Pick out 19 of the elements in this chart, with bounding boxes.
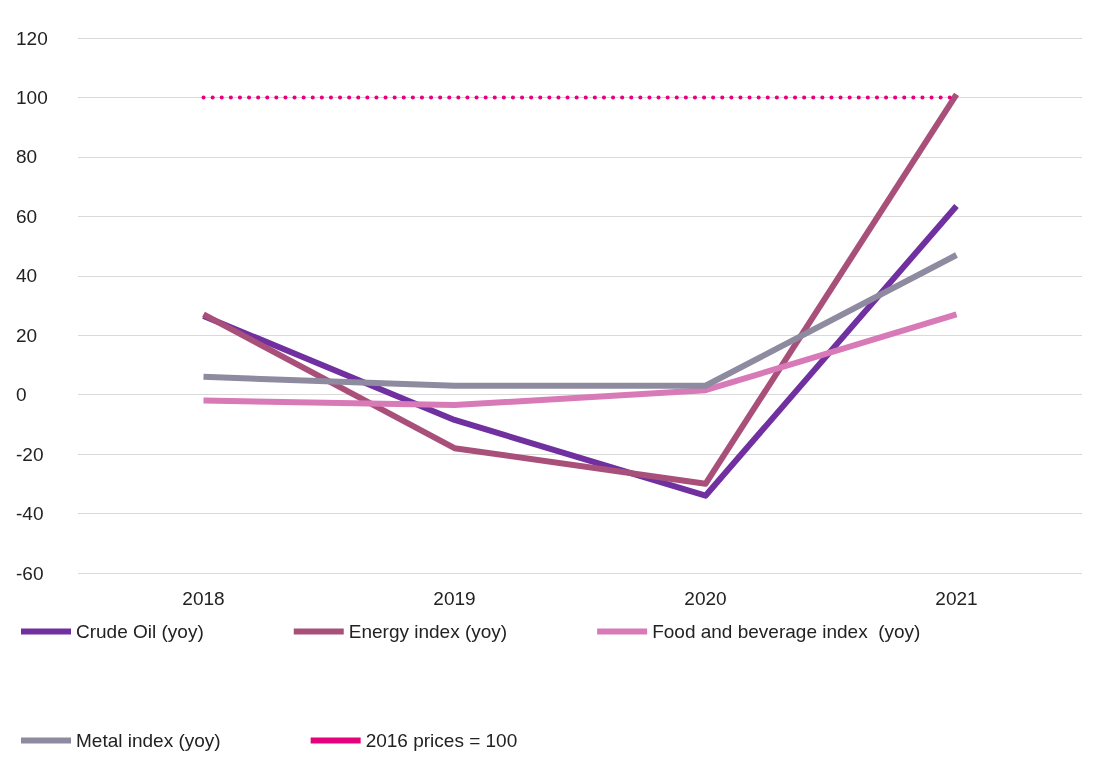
legend-label: Food and beverage index (yoy) [652, 621, 921, 642]
y-tick-label: 80 [16, 146, 38, 168]
y-tick-label: 120 [16, 27, 48, 49]
y-tick-label: -60 [16, 562, 44, 584]
legend-label: 2016 prices = 100 [365, 730, 518, 751]
legend-label: Energy index (yoy) [348, 621, 508, 642]
legend-label: Metal index (yoy) [76, 730, 221, 751]
x-tick-label: 2019 [433, 588, 476, 609]
y-tick-label: -20 [16, 443, 44, 465]
x-tick-label: 2021 [935, 588, 978, 609]
y-tick-label: -40 [16, 503, 44, 525]
y-tick-label: 40 [16, 265, 38, 287]
x-tick-label: 2020 [684, 588, 727, 609]
x-tick-label: 2018 [182, 588, 225, 609]
y-tick-label: 20 [16, 324, 38, 346]
y-tick-label: 100 [16, 86, 48, 108]
y-tick-label: 60 [16, 205, 38, 227]
y-tick-label: 0 [16, 384, 27, 406]
legend-label: Crude Oil (yoy) [76, 621, 204, 642]
